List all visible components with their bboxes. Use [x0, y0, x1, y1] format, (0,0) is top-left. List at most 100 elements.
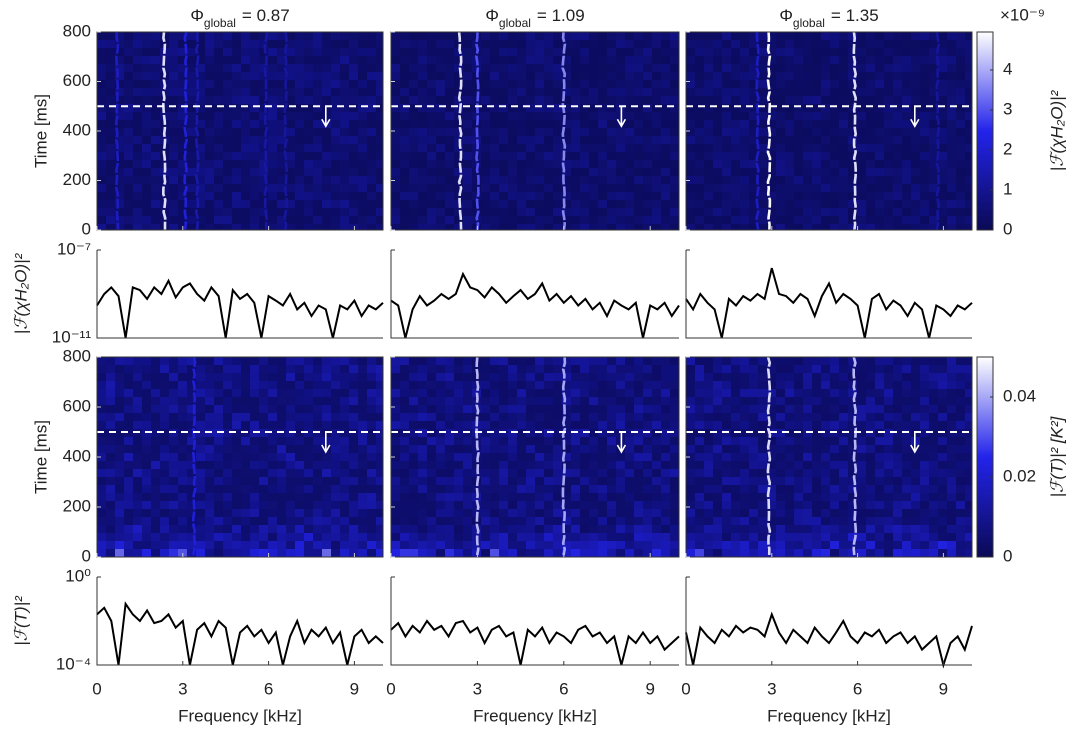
heatmap-cell: [169, 104, 178, 112]
heatmap-cell: [454, 160, 463, 168]
heatmap-cell: [686, 168, 695, 176]
heatmap-cell: [920, 72, 929, 80]
heatmap-cell: [268, 104, 277, 112]
heatmap-cell: [391, 445, 400, 453]
heatmap-cell: [223, 192, 232, 200]
heatmap-cell: [526, 461, 535, 469]
heatmap-cell: [580, 32, 589, 40]
heatmap-cell: [391, 357, 400, 365]
heatmap-cell: [517, 517, 526, 525]
heatmap-cell: [965, 184, 972, 192]
heatmap-cell: [598, 517, 607, 525]
heatmap-cell: [349, 509, 358, 517]
heatmap-cell: [965, 469, 972, 477]
heatmap-cell: [277, 485, 286, 493]
heatmap-cell: [97, 128, 106, 136]
heatmap-cell: [758, 64, 767, 72]
heatmap-cell: [776, 373, 785, 381]
heatmap-cell: [686, 541, 695, 549]
heatmap-cell: [115, 357, 124, 365]
heatmap-cell: [544, 469, 553, 477]
heatmap-cell: [776, 56, 785, 64]
heatmap-cell: [713, 128, 722, 136]
heatmap-cell: [358, 40, 367, 48]
heatmap-cell: [749, 541, 758, 549]
heatmap-cell: [205, 421, 214, 429]
heatmap-cell: [553, 509, 562, 517]
heatmap-cell: [358, 413, 367, 421]
heatmap-cell: [920, 525, 929, 533]
heatmap-cell: [142, 493, 151, 501]
heatmap-cell: [151, 477, 160, 485]
heatmap-cell: [634, 56, 643, 64]
heatmap-cell: [436, 56, 445, 64]
heatmap-cell: [304, 469, 313, 477]
heatmap-cell: [268, 501, 277, 509]
heatmap-cell: [830, 160, 839, 168]
heatmap-cell: [920, 112, 929, 120]
heatmap-cell: [106, 477, 115, 485]
heatmap-cell: [463, 200, 472, 208]
heatmap-cell: [830, 96, 839, 104]
heatmap-cell: [241, 120, 250, 128]
heatmap-cell: [661, 120, 670, 128]
heatmap-cell: [367, 192, 376, 200]
heatmap-cell: [713, 112, 722, 120]
heatmap-cell: [304, 168, 313, 176]
heatmap-cell: [322, 184, 331, 192]
heatmap-cell: [322, 469, 331, 477]
heatmap-cell: [911, 56, 920, 64]
heatmap-cell: [160, 525, 169, 533]
heatmap-cell: [169, 525, 178, 533]
heatmap-cell: [526, 405, 535, 413]
heatmap-cell: [232, 104, 241, 112]
heatmap-cell: [340, 493, 349, 501]
heatmap-cell: [704, 501, 713, 509]
heatmap-cell: [481, 32, 490, 40]
heatmap-cell: [544, 389, 553, 397]
heatmap-cell: [295, 32, 304, 40]
heatmap-cell: [686, 160, 695, 168]
heatmap-cell: [580, 136, 589, 144]
heatmap-cell: [196, 413, 205, 421]
heatmap-cell: [758, 493, 767, 501]
heatmap-cell: [812, 200, 821, 208]
heatmap-cell: [839, 357, 848, 365]
heatmap-cell: [340, 184, 349, 192]
heatmap-cell: [295, 517, 304, 525]
heatmap-cell: [695, 96, 704, 104]
heatmap-cell: [607, 549, 616, 557]
heatmap-cell: [616, 192, 625, 200]
heatmap-cell: [499, 136, 508, 144]
heatmap-cell: [634, 120, 643, 128]
heatmap-cell: [661, 541, 670, 549]
heatmap-cell: [418, 549, 427, 557]
heatmap-cell: [418, 96, 427, 104]
heatmap-cell: [418, 112, 427, 120]
heatmap-cell: [358, 477, 367, 485]
heatmap-cell: [785, 112, 794, 120]
heatmap-cell: [875, 80, 884, 88]
heatmap-cell: [634, 160, 643, 168]
heatmap-cell: [670, 208, 679, 216]
heatmap-cell: [508, 168, 517, 176]
heatmap-cell: [268, 80, 277, 88]
heatmap-cell: [241, 517, 250, 525]
heatmap-cell: [133, 485, 142, 493]
heatmap-cell: [884, 160, 893, 168]
heatmap-cell: [358, 72, 367, 80]
heatmap-cell: [571, 192, 580, 200]
heatmap-cell: [866, 485, 875, 493]
heatmap-cell: [427, 104, 436, 112]
heatmap-cell: [625, 413, 634, 421]
heatmap-cell: [785, 373, 794, 381]
heatmap-cell: [367, 421, 376, 429]
heatmap-cell: [436, 357, 445, 365]
heatmap-cell: [553, 168, 562, 176]
heatmap-cell: [920, 88, 929, 96]
heatmap-cell: [740, 40, 749, 48]
heatmap-cell: [749, 509, 758, 517]
heatmap-cell: [821, 64, 830, 72]
heatmap-cell: [616, 200, 625, 208]
